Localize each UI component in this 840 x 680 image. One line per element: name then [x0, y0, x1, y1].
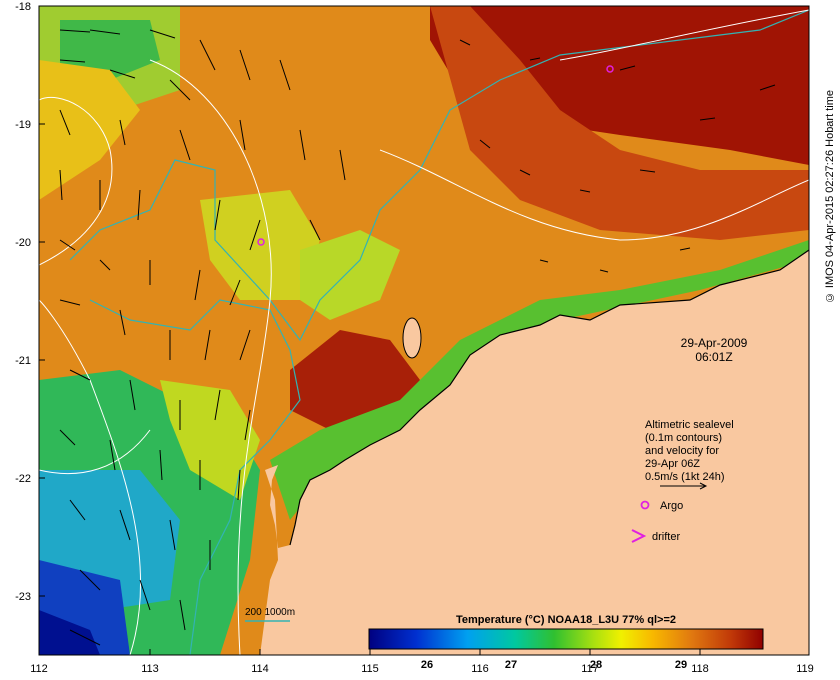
- sst-field: [39, 6, 809, 655]
- drifter-key-icon: [631, 529, 647, 543]
- colorbar-ticks: 26 27 28 29: [421, 659, 687, 671]
- colorbar-tick: 27: [505, 659, 517, 671]
- colorbar-tick: 26: [421, 659, 433, 671]
- lat-tick: -22: [15, 473, 31, 485]
- argo-key-icon: [640, 500, 650, 510]
- argo-float-marker: [606, 65, 614, 73]
- velocity-arrows: [59, 29, 776, 646]
- legend-line: Altimetric sealevel: [645, 419, 734, 431]
- colorbar-tick: 28: [590, 659, 602, 671]
- legend-line: and velocity for: [645, 445, 719, 457]
- argo-key-label: Argo: [660, 500, 683, 512]
- latitude-axis: -18 -19 -20 -21 -22 -23: [15, 1, 31, 603]
- isobath-key-label: 200 1000m: [245, 607, 295, 618]
- lon-tick: 118: [691, 663, 709, 675]
- date-label: 29-Apr-2009: [681, 336, 748, 350]
- lon-tick: 119: [796, 663, 814, 675]
- argo-float-marker: [257, 238, 265, 246]
- time-label: 06:01Z: [695, 350, 732, 364]
- lat-tick: -23: [15, 591, 31, 603]
- lat-tick: -21: [15, 355, 31, 367]
- credit-text: © IMOS 04-Apr-2015 02:27:26 Hobart time: [824, 90, 836, 304]
- plot-border: [38, 5, 810, 656]
- colorbar-title: Temperature (°C) NOAA18_L3U 77% ql>=2: [456, 614, 676, 626]
- lon-tick: 115: [361, 663, 379, 675]
- colorbar: [368, 628, 764, 650]
- velocity-scale-arrow: [660, 482, 708, 490]
- velocity-legend: Altimetric sealevel (0.1m contours) and …: [645, 419, 734, 483]
- lat-tick: -19: [15, 119, 31, 131]
- lon-tick: 113: [141, 663, 159, 675]
- legend-line: 29-Apr 06Z: [645, 458, 700, 470]
- lat-tick: -20: [15, 237, 31, 249]
- legend-line: (0.1m contours): [645, 432, 722, 444]
- lon-tick: 117: [581, 663, 599, 675]
- colorbar-tick: 29: [675, 659, 687, 671]
- legend-line: 0.5m/s (1kt 24h): [645, 471, 724, 483]
- lon-tick: 112: [30, 663, 48, 675]
- timestamp: 29-Apr-2009 06:01Z: [681, 336, 748, 364]
- drifter-key-label: drifter: [652, 531, 680, 543]
- lon-tick: 116: [471, 663, 489, 675]
- longitude-axis: 112 113 114 115 116 117 118 119: [30, 663, 814, 675]
- lon-tick: 114: [251, 663, 269, 675]
- lat-tick: -18: [15, 1, 31, 13]
